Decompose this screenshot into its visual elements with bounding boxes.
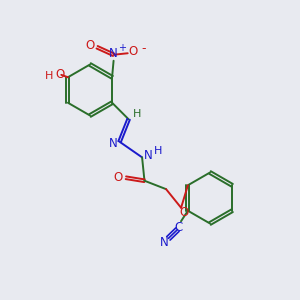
Text: H: H	[133, 109, 141, 119]
Text: O: O	[55, 68, 64, 81]
Text: O: O	[179, 206, 189, 219]
Text: N: N	[109, 47, 118, 60]
Text: O: O	[85, 39, 94, 52]
Text: N: N	[160, 236, 168, 249]
Text: O: O	[113, 171, 123, 184]
Text: N: N	[109, 137, 117, 150]
Text: N: N	[144, 149, 153, 162]
Text: O: O	[128, 45, 138, 58]
Text: -: -	[141, 42, 146, 55]
Text: H: H	[154, 146, 162, 156]
Text: H: H	[45, 71, 53, 81]
Text: +: +	[118, 43, 126, 53]
Text: C: C	[175, 221, 183, 234]
